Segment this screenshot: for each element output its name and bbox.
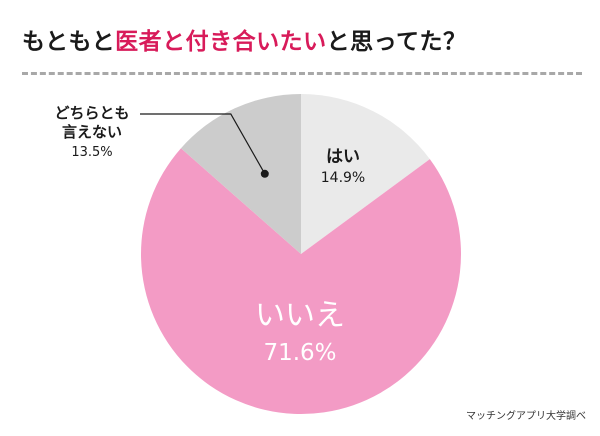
slice-value-neither: 13.5%: [71, 145, 112, 160]
slice-label-no: いいえ: [255, 298, 345, 333]
slice-label-neither-line1: どちらとも: [54, 104, 129, 122]
chart-title: もともと医者と付き合いたいと思ってた？: [22, 22, 466, 56]
slice-value-yes: 14.9%: [321, 170, 365, 186]
pie-slice-no: [141, 148, 462, 414]
title-prefix: もともと: [22, 29, 116, 55]
leader-line-neither: [140, 113, 266, 175]
pie-slice-yes: [301, 94, 430, 254]
slice-value-no: 71.6%: [263, 340, 336, 366]
source-note: マッチングアプリ大学調べ: [466, 411, 586, 422]
title-highlight: 医者と付き合いたい: [115, 29, 327, 55]
slice-label-yes: はい: [326, 147, 360, 167]
pie-slice-neither: [180, 94, 301, 254]
title-divider: [22, 72, 582, 75]
slice-label-neither-line2: 言えない: [62, 123, 122, 141]
title-suffix: と思ってた？: [326, 29, 467, 55]
leader-dot-neither: [260, 169, 269, 178]
